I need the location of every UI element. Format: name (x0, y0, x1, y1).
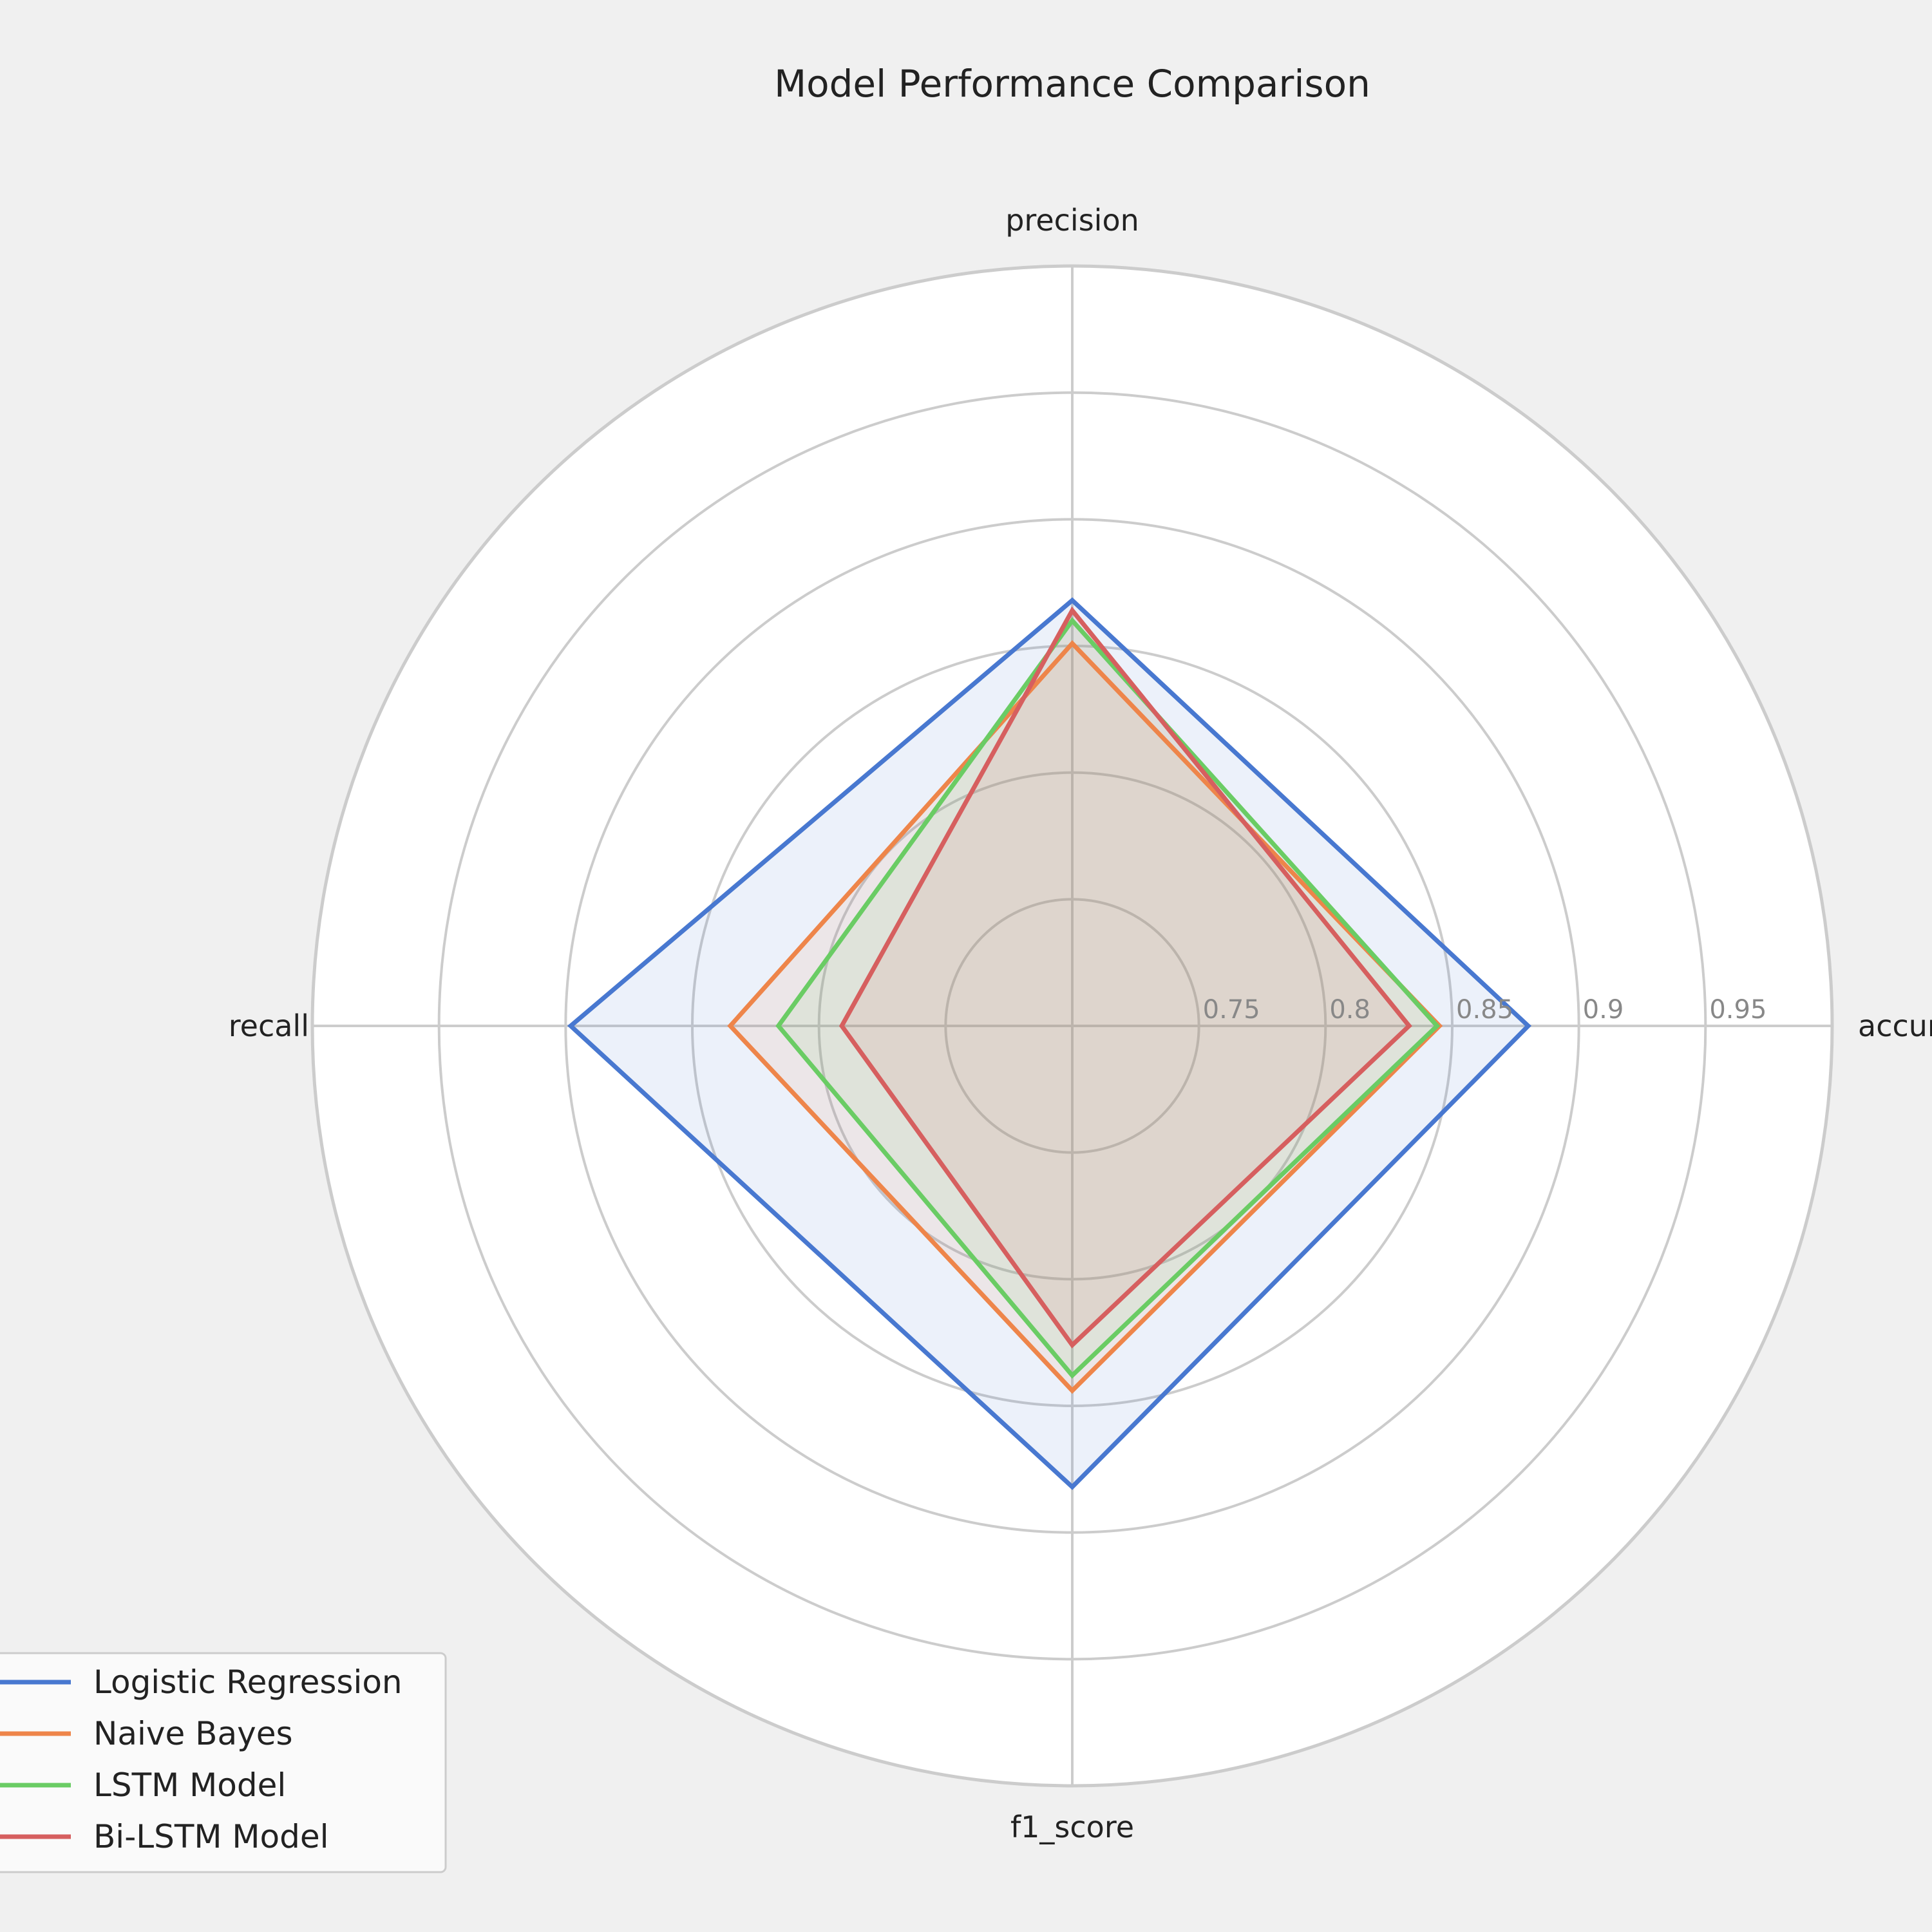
legend: Logistic Regression Naive Bayes LSTM Model… (0, 1652, 447, 1873)
legend-box (0, 1652, 447, 1873)
legend-label: Bi-LSTM Model (93, 1818, 329, 1855)
radial-tick-label: 0.9 (1583, 995, 1624, 1025)
radial-tick-label: 0.75 (1203, 995, 1260, 1025)
axis-label-accuracy: accuracy (1858, 1009, 1932, 1043)
radial-tick-label: 0.95 (1709, 995, 1766, 1025)
series-line (838, 606, 1412, 1349)
plot-frame (310, 264, 1834, 1788)
radial-tick-label: 0.85 (1456, 995, 1513, 1025)
axis-labels: 0.75 0.8 0.85 0.9 0.95 accuracy precision recal… (229, 203, 1932, 1844)
legend-label: Naive Bayes (93, 1715, 293, 1752)
series-fill (778, 620, 1437, 1376)
series-line (567, 597, 1532, 1490)
series-layer (567, 597, 1532, 1490)
series-line (727, 639, 1443, 1394)
series-fill (842, 610, 1410, 1345)
radial-tick-label: 0.8 (1329, 995, 1370, 1025)
axis-label-precision: precision (1005, 203, 1139, 238)
chart-title: Model Performance Comparison (774, 62, 1370, 106)
legend-label: LSTM Model (93, 1766, 286, 1804)
axis-label-recall: recall (229, 1009, 309, 1043)
legend-label: Logistic Regression (93, 1663, 402, 1701)
series-line (775, 617, 1441, 1379)
axis-label-f1-score: f1_score (1010, 1810, 1134, 1844)
